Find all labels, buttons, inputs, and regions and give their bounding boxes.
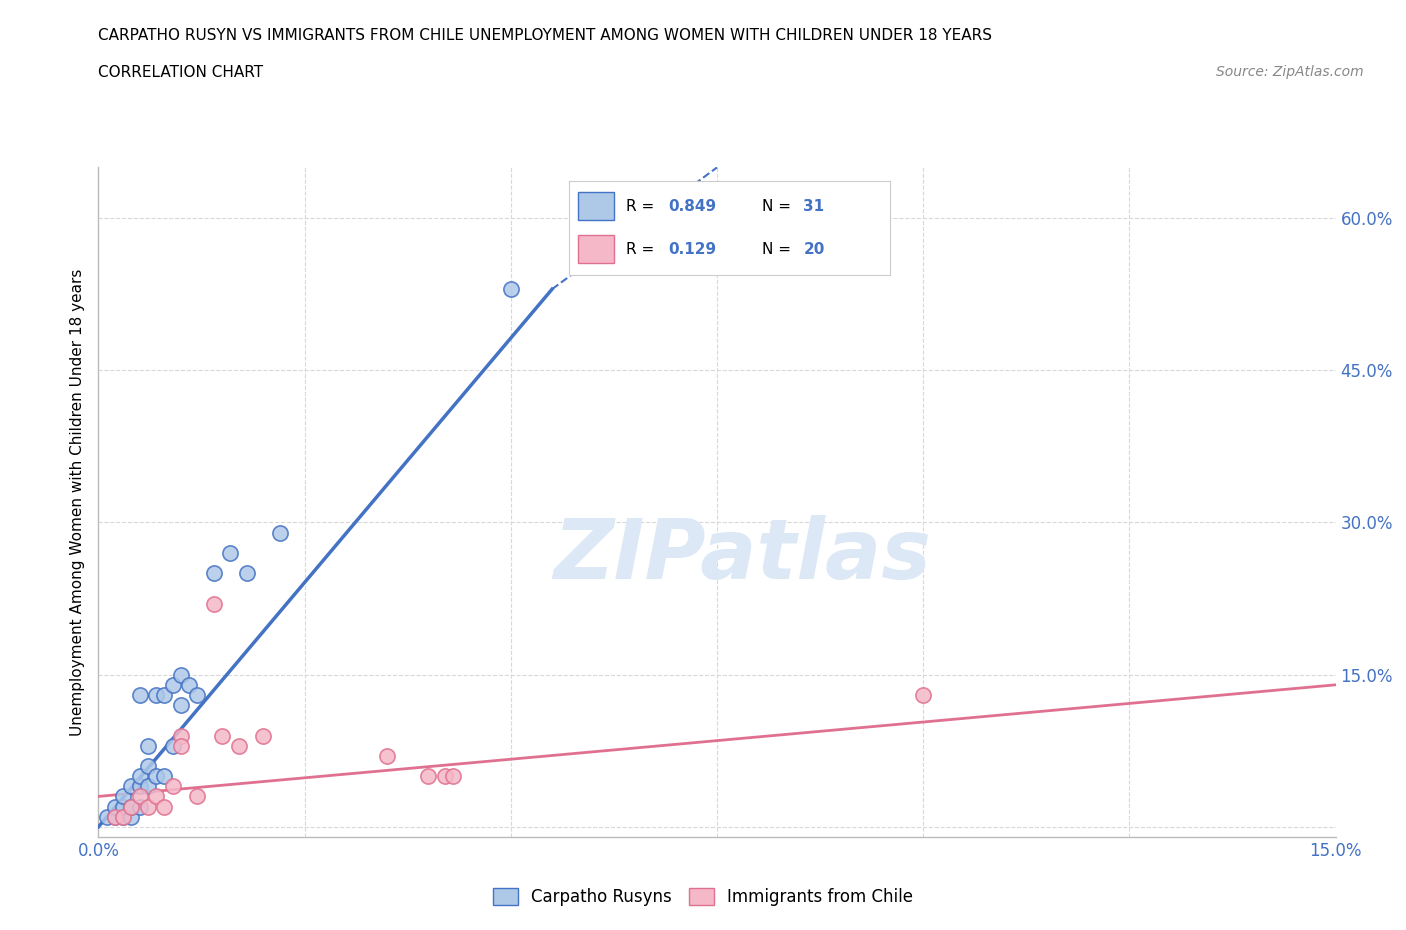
Point	[112, 789, 135, 804]
Point	[136, 799, 159, 814]
Point	[202, 565, 225, 580]
Point	[112, 809, 135, 824]
Point	[375, 749, 398, 764]
Point	[170, 738, 193, 753]
Point	[418, 769, 440, 784]
Point	[128, 769, 150, 784]
Text: ZIPatlas: ZIPatlas	[553, 515, 931, 596]
Point	[128, 778, 150, 793]
Point	[269, 525, 291, 540]
Point	[441, 769, 464, 784]
Point	[236, 565, 259, 580]
Point	[128, 799, 150, 814]
Point	[120, 799, 142, 814]
Point	[104, 809, 127, 824]
Point	[128, 687, 150, 702]
Point	[170, 728, 193, 743]
Point	[162, 677, 184, 692]
Text: Source: ZipAtlas.com: Source: ZipAtlas.com	[1216, 65, 1364, 79]
Text: CARPATHO RUSYN VS IMMIGRANTS FROM CHILE UNEMPLOYMENT AMONG WOMEN WITH CHILDREN U: CARPATHO RUSYN VS IMMIGRANTS FROM CHILE …	[98, 28, 993, 43]
Legend: Carpatho Rusyns, Immigrants from Chile: Carpatho Rusyns, Immigrants from Chile	[486, 881, 920, 912]
Point	[252, 728, 274, 743]
Point	[186, 789, 208, 804]
Point	[170, 698, 193, 712]
Point	[219, 546, 242, 561]
Point	[499, 282, 522, 297]
Point	[128, 789, 150, 804]
Point	[228, 738, 250, 753]
Point	[120, 778, 142, 793]
Point	[433, 769, 456, 784]
Point	[170, 667, 193, 682]
Point	[145, 789, 167, 804]
Point	[145, 687, 167, 702]
Point	[96, 809, 118, 824]
Point	[912, 687, 935, 702]
Text: CORRELATION CHART: CORRELATION CHART	[98, 65, 263, 80]
Y-axis label: Unemployment Among Women with Children Under 18 years: Unemployment Among Women with Children U…	[70, 269, 86, 736]
Point	[162, 778, 184, 793]
Point	[179, 677, 201, 692]
Point	[112, 809, 135, 824]
Point	[202, 596, 225, 611]
Point	[112, 799, 135, 814]
Point	[120, 799, 142, 814]
Point	[211, 728, 233, 743]
Point	[186, 687, 208, 702]
Point	[162, 738, 184, 753]
Point	[136, 759, 159, 774]
Point	[136, 778, 159, 793]
Point	[104, 799, 127, 814]
Point	[153, 799, 176, 814]
Point	[120, 809, 142, 824]
Point	[153, 769, 176, 784]
Point	[153, 687, 176, 702]
Point	[136, 738, 159, 753]
Point	[145, 769, 167, 784]
Point	[104, 809, 127, 824]
